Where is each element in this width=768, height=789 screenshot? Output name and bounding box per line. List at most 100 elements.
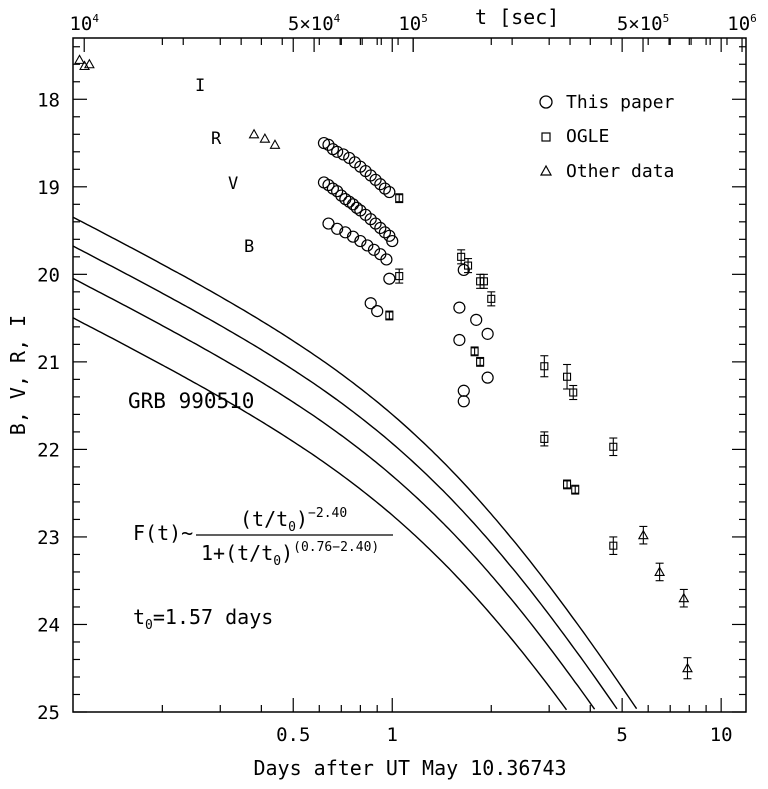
fit-curve-i bbox=[72, 216, 638, 710]
data-point-v bbox=[361, 239, 374, 252]
data-point-v bbox=[354, 234, 367, 248]
top-tick-label: 5×104 bbox=[288, 12, 341, 35]
data-point-r bbox=[374, 221, 387, 235]
data-point-v bbox=[331, 222, 344, 235]
x-axis-title: Days after UT May 10.36743 bbox=[253, 756, 566, 780]
data-point-r bbox=[481, 327, 494, 340]
svg-text:F(t)~: F(t)~ bbox=[133, 521, 193, 545]
legend-label-ogle: OGLE bbox=[566, 126, 609, 147]
top-tick-label: 105 bbox=[398, 12, 428, 35]
y-tick-label: 19 bbox=[37, 177, 60, 199]
t0-annotation: t0=1.57 days bbox=[133, 605, 273, 633]
data-point-r bbox=[322, 178, 335, 192]
data-point-v bbox=[367, 243, 381, 256]
top-tick-label: 104 bbox=[69, 12, 99, 35]
top-axis-title: t [sec] bbox=[475, 5, 559, 29]
plot-frame bbox=[72, 37, 747, 713]
data-point-r bbox=[654, 566, 666, 576]
data-point-r bbox=[248, 128, 260, 139]
y-tick-label: 23 bbox=[37, 527, 60, 549]
curve-label-v: V bbox=[228, 174, 238, 194]
y-tick-label: 20 bbox=[37, 264, 60, 286]
data-point-r bbox=[476, 277, 485, 286]
data-point-b bbox=[457, 384, 470, 397]
svg-text:1+(t/t0)(0.76−2.40): 1+(t/t0)(0.76−2.40) bbox=[201, 540, 379, 569]
data-point-v bbox=[470, 347, 479, 356]
data-point-v bbox=[339, 226, 352, 239]
data-point-r bbox=[350, 201, 363, 214]
y-tick-label: 24 bbox=[37, 614, 60, 636]
data-point-r bbox=[369, 217, 382, 230]
data-point-r bbox=[346, 198, 360, 211]
legend-label-other-data: Other data bbox=[566, 161, 674, 182]
data-point-r bbox=[609, 541, 618, 550]
data-point-v bbox=[453, 333, 466, 347]
data-point-i bbox=[331, 145, 344, 158]
data-point-r bbox=[386, 234, 399, 248]
axis-ticks: 0.5 1 5 10 18 19 20 21 22 23 24 25 104 5×104 105 5×105 1… bbox=[37, 12, 757, 746]
data-point-v bbox=[395, 272, 404, 281]
data-point-i bbox=[395, 194, 404, 203]
svg-text:(t/t0)−2.40: (t/t0)−2.40 bbox=[240, 506, 347, 535]
data-point-b bbox=[364, 297, 377, 310]
top-tick-label: 106 bbox=[727, 12, 757, 35]
fit-curve-b bbox=[72, 317, 568, 711]
legend-square-marker bbox=[541, 132, 551, 142]
data-point-v bbox=[383, 272, 396, 285]
data-point-r bbox=[83, 58, 95, 69]
fit-curve-v bbox=[72, 277, 596, 710]
data-point-r bbox=[269, 139, 281, 149]
data-point-i bbox=[678, 592, 690, 603]
y-tick-label: 22 bbox=[37, 439, 60, 461]
data-point-i bbox=[378, 182, 392, 195]
data-point-r bbox=[74, 54, 85, 64]
data-point-r bbox=[259, 133, 271, 143]
chart-title: GRB 990510 bbox=[128, 389, 254, 413]
data-point-i bbox=[322, 138, 335, 151]
data-point-r bbox=[378, 226, 392, 239]
fit-curve-r bbox=[72, 245, 618, 710]
data-point-v bbox=[481, 371, 494, 384]
data-point-v bbox=[476, 357, 485, 366]
data-point-b bbox=[371, 305, 384, 318]
data-point-r bbox=[571, 485, 580, 494]
legend-label-this-paper: This paper bbox=[566, 92, 675, 113]
data-point-i bbox=[569, 388, 578, 397]
data-point-r bbox=[682, 662, 693, 673]
data-point-r bbox=[457, 263, 470, 277]
data-point-b bbox=[385, 311, 394, 320]
data-point-r bbox=[563, 480, 572, 489]
data-point-i bbox=[540, 362, 549, 371]
data-point-i bbox=[487, 294, 496, 303]
data-point-i bbox=[637, 529, 649, 540]
data-point-v bbox=[453, 301, 466, 314]
legend-circle-marker bbox=[539, 95, 553, 109]
data-point-i bbox=[457, 252, 466, 261]
data-point-b bbox=[457, 395, 470, 408]
data-point-i bbox=[609, 442, 618, 451]
legend-triangle-marker bbox=[539, 164, 553, 176]
y-axis-title: B, V, R, I bbox=[6, 315, 30, 435]
data-point-i bbox=[563, 372, 572, 381]
data-point-i bbox=[463, 261, 473, 270]
data-point-v bbox=[322, 217, 335, 230]
fit-formula: F(t)~ (t/t0)−2.40 1+(t/t0)(0.76−2.40) bbox=[133, 506, 393, 569]
data-point-i bbox=[383, 185, 396, 199]
curve-label-r: R bbox=[211, 129, 222, 149]
y-tick-label: 21 bbox=[37, 352, 60, 374]
x-tick-label: 1 bbox=[387, 724, 398, 746]
data-point-r bbox=[343, 195, 356, 208]
data-point-r bbox=[470, 313, 483, 326]
data-point-r bbox=[540, 434, 549, 443]
data-point-r bbox=[335, 189, 348, 202]
curve-label-b: B bbox=[244, 237, 254, 257]
top-tick-label: 5×105 bbox=[617, 12, 669, 35]
data-point-i bbox=[337, 148, 350, 161]
y-tick-label: 18 bbox=[37, 89, 60, 111]
data-points bbox=[74, 54, 693, 680]
data-point-i bbox=[369, 173, 382, 186]
fit-curves bbox=[72, 216, 638, 711]
x-tick-label: 10 bbox=[710, 724, 733, 746]
